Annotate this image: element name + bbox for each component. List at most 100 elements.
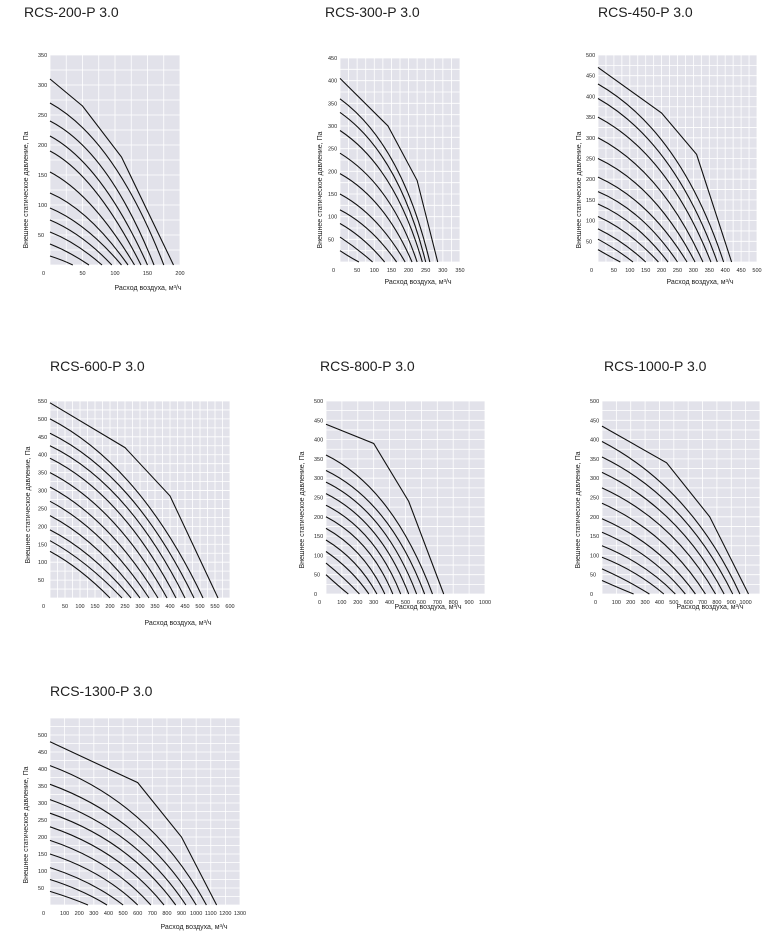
performance-curve — [601, 518, 696, 595]
x-tick-label: 500 — [195, 604, 204, 610]
x-axis-label: Расход воздуха, м³/ч — [384, 279, 451, 286]
chart-panel: RCS-300-P 3.0 0 50 100 150 200 250 300 350 50 100 1… — [317, 4, 465, 286]
performance-curve — [325, 551, 370, 595]
chart-panel: RCS-200-P 3.0 0 50 100 150 200 50 100 150 200 250 3… — [23, 4, 185, 292]
performance-curve — [339, 111, 427, 263]
performance-curve — [325, 574, 349, 595]
x-tick-label: 300 — [135, 604, 144, 610]
performance-curve — [49, 839, 152, 906]
performance-curve — [597, 191, 678, 263]
chart-title: RCS-450-P 3.0 — [598, 4, 693, 20]
performance-curve — [597, 238, 634, 263]
y-tick-label: 150 — [38, 173, 47, 179]
performance-curve — [49, 867, 124, 906]
y-tick-label: 200 — [38, 524, 47, 530]
chart-title: RCS-1300-P 3.0 — [50, 683, 153, 699]
chart-title: RCS-200-P 3.0 — [24, 4, 119, 20]
performance-curve — [49, 150, 142, 266]
performance-curve — [49, 472, 168, 599]
performance-curve — [339, 152, 418, 263]
performance-curve — [325, 516, 394, 595]
chart-panel: RCS-600-P 3.0 0 50 100 150 200 250 300 350 400 450… — [25, 358, 235, 627]
performance-curve — [601, 545, 676, 595]
y-tick-label: 150 — [38, 542, 47, 548]
performance-curve — [339, 173, 413, 263]
y-tick-label: 50 — [328, 237, 334, 243]
performance-curve — [49, 515, 141, 599]
chart-title: RCS-600-P 3.0 — [50, 358, 145, 374]
x-tick-label: 100 — [337, 600, 346, 606]
performance-curve — [49, 207, 122, 266]
x-tick-label: 200 — [353, 600, 362, 606]
performance-curve — [49, 812, 177, 906]
x-tick-label: 250 — [120, 604, 129, 610]
y-tick-label: 100 — [328, 215, 337, 221]
tick-label-origin: 0 — [42, 604, 45, 610]
x-axis-label: Расход воздуха, м³/ч — [114, 285, 181, 292]
x-tick-label: 1300 — [234, 911, 246, 917]
x-tick-label: 50 — [79, 271, 85, 277]
performance-curve — [597, 98, 718, 263]
y-axis-label: Внешнее статическое давление, Па — [576, 131, 583, 248]
y-tick-label: 100 — [590, 553, 599, 559]
y-tick-label: 50 — [590, 573, 596, 579]
performance-curve — [339, 78, 439, 263]
performance-curve — [49, 853, 139, 906]
performance-curve — [325, 562, 360, 595]
x-tick-label: 200 — [175, 271, 184, 277]
tick-label-origin: 0 — [594, 600, 597, 606]
y-tick-label: 450 — [586, 74, 595, 80]
x-tick-label: 100 — [75, 604, 84, 610]
performance-curve — [49, 500, 150, 599]
performance-curve — [49, 799, 187, 906]
y-tick-label: 400 — [586, 94, 595, 100]
performance-curve — [597, 66, 733, 263]
performance-curve — [339, 98, 431, 263]
y-axis-label: Внешнее статическое давление, Па — [575, 451, 582, 568]
x-tick-label: 1100 — [205, 911, 217, 917]
performance-curve — [49, 402, 219, 599]
y-tick-label: 250 — [38, 506, 47, 512]
performance-curve — [49, 457, 177, 599]
performance-curve — [49, 741, 218, 906]
x-tick-label: 300 — [89, 911, 98, 917]
y-tick-label: 350 — [38, 784, 47, 790]
y-tick-label: 100 — [314, 553, 323, 559]
y-tick-label: 100 — [586, 219, 595, 225]
performance-curve — [49, 783, 197, 906]
performance-curve — [601, 568, 650, 595]
x-tick-label: 300 — [640, 600, 649, 606]
x-axis-label: Расход воздуха, м³/ч — [676, 604, 743, 611]
y-tick-label: 450 — [590, 418, 599, 424]
y-tick-label: 400 — [590, 438, 599, 444]
x-tick-label: 400 — [165, 604, 174, 610]
x-tick-label: 500 — [401, 600, 410, 606]
x-tick-label: 700 — [698, 600, 707, 606]
performance-curve — [597, 203, 669, 263]
x-tick-label: 400 — [104, 911, 113, 917]
performance-curve — [49, 102, 165, 266]
x-tick-label: 100 — [625, 268, 634, 274]
x-axis-label: Расход воздуха, м³/ч — [160, 924, 227, 931]
y-tick-label: 50 — [314, 573, 320, 579]
x-tick-label: 350 — [150, 604, 159, 610]
y-tick-label: 300 — [38, 83, 47, 89]
y-tick-label: 200 — [38, 143, 47, 149]
y-tick-label: 500 — [314, 399, 323, 405]
performance-curve — [601, 579, 634, 595]
x-tick-label: 300 — [689, 268, 698, 274]
y-tick-label: 350 — [586, 115, 595, 121]
performance-curve — [49, 550, 111, 599]
tick-label-origin: 0 — [332, 268, 335, 274]
performance-curve — [325, 539, 378, 595]
x-tick-label: 1200 — [219, 911, 231, 917]
performance-curve — [597, 215, 659, 263]
performance-curve — [49, 418, 204, 599]
y-tick-label: 50 — [38, 886, 44, 892]
x-tick-label: 50 — [62, 604, 68, 610]
x-tick-label: 600 — [417, 600, 426, 606]
performance-curve — [601, 502, 706, 595]
x-tick-label: 250 — [673, 268, 682, 274]
y-tick-label: 300 — [586, 136, 595, 142]
